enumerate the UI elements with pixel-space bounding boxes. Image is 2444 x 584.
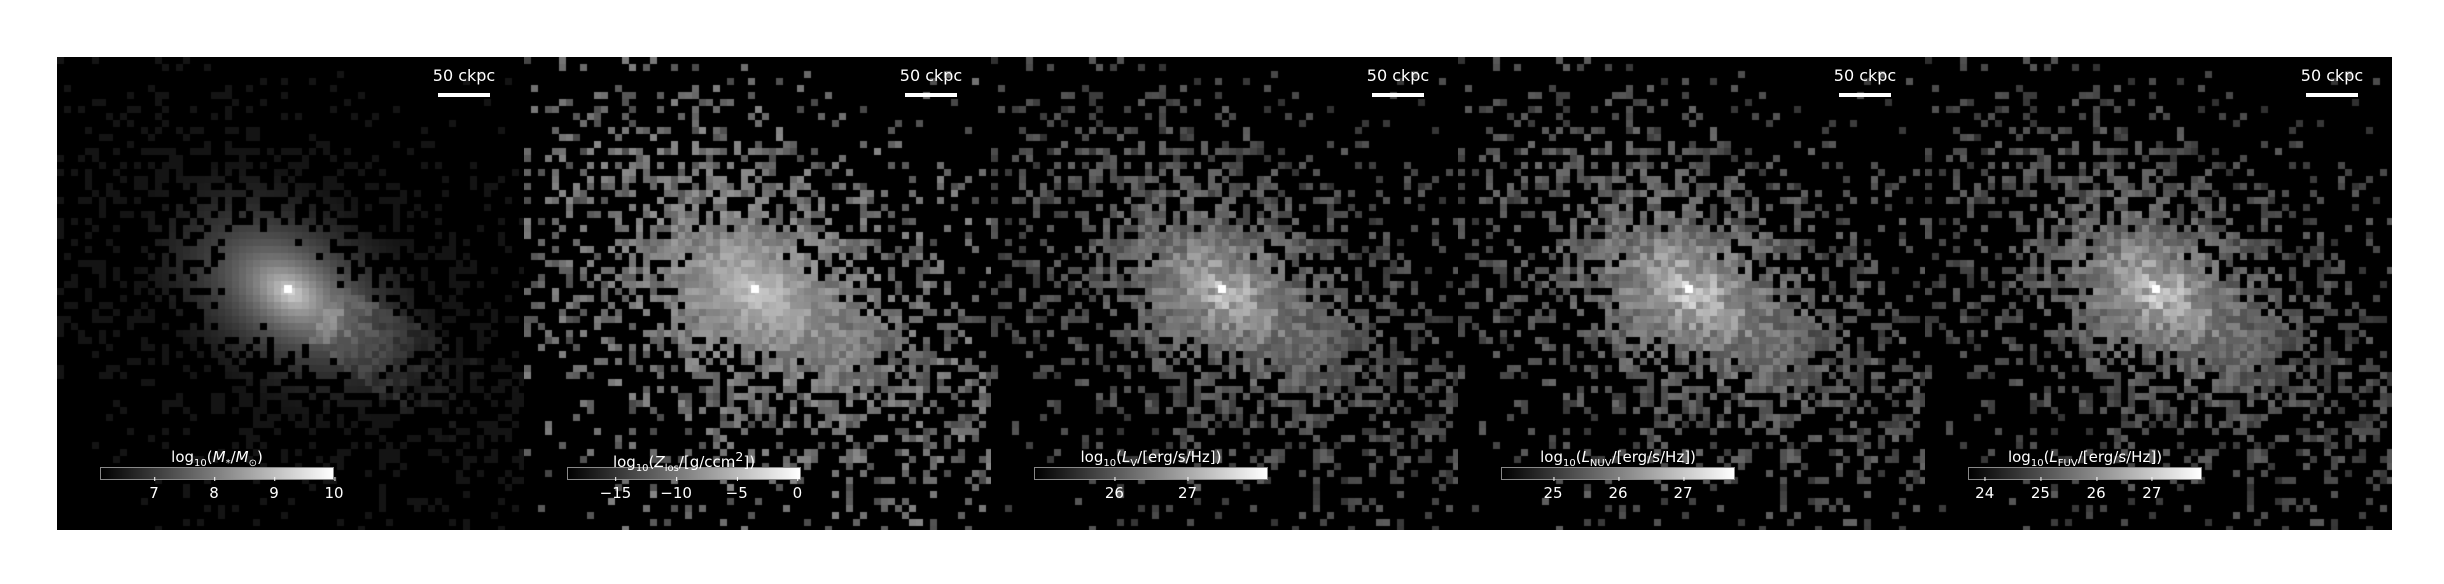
galaxy-image bbox=[1925, 57, 2392, 530]
panel-stellar-mass: 50 ckpc log10(M*/M⊙) 7 8 9 10 bbox=[57, 57, 524, 530]
colorbar-tick: 26 bbox=[1105, 477, 1124, 502]
galaxy-image bbox=[57, 57, 524, 530]
scale-bar: 50 ckpc bbox=[424, 67, 504, 97]
colorbar: log10(LFUV/[erg/s/Hz]) 24 25 26 27 bbox=[1968, 447, 2202, 502]
colorbar-tick: 24 bbox=[1975, 477, 1994, 502]
colorbar-tick: 10 bbox=[324, 477, 344, 502]
figure: 50 ckpc log10(M*/M⊙) 7 8 9 10 50 ckpc log10(Zlo… bbox=[57, 57, 2392, 530]
colorbar-label: log10(M*/M⊙) bbox=[171, 448, 263, 469]
scale-bar: 50 ckpc bbox=[1358, 67, 1438, 97]
panel-fuv-luminosity: 50 ckpc log10(LFUV/[erg/s/Hz]) 24 25 26 27 bbox=[1925, 57, 2392, 530]
colorbar-tick: 26 bbox=[1608, 477, 1628, 502]
colorbar-label: log10(LNUV/[erg/s/Hz]) bbox=[1540, 448, 1696, 469]
colorbar-ticks: −15 −10 −5 0 bbox=[567, 477, 802, 502]
galaxy-image bbox=[991, 57, 1458, 530]
colorbar-label: log10(LFUV/[erg/s/Hz]) bbox=[2007, 448, 2163, 469]
colorbar-ticks: 7 8 9 10 bbox=[100, 477, 344, 502]
scale-bar: 50 ckpc bbox=[2292, 67, 2372, 97]
colorbar-tick: 25 bbox=[1543, 477, 1563, 502]
scale-bar-label: 50 ckpc bbox=[1833, 66, 1897, 85]
colorbar-ticks: 24 25 26 27 bbox=[1968, 477, 2202, 502]
colorbar: log10(LNUV/[erg/s/Hz]) 25 26 27 bbox=[1501, 447, 1735, 502]
colorbar-gradient bbox=[1968, 467, 2202, 480]
scale-bar-line bbox=[1372, 93, 1424, 97]
colorbar-tick: 27 bbox=[1673, 477, 1693, 502]
colorbar-tick: −15 bbox=[600, 477, 631, 502]
colorbar: log10(Zlos/[g/ccm2]) −15 −10 −5 0 bbox=[567, 447, 802, 502]
galaxy-image bbox=[1458, 57, 1925, 530]
scale-bar: 50 ckpc bbox=[1825, 67, 1905, 97]
scale-bar: 50 ckpc bbox=[891, 67, 971, 97]
scale-bar-label: 50 ckpc bbox=[899, 66, 963, 85]
scale-bar-line bbox=[1839, 93, 1891, 97]
colorbar-tick: 27 bbox=[1178, 477, 1197, 502]
colorbar-tick: −10 bbox=[660, 477, 692, 502]
colorbar: log10(LV/[erg/s/Hz]) 26 27 bbox=[1034, 447, 1268, 502]
scale-bar-line bbox=[2306, 93, 2358, 97]
galaxy-image bbox=[524, 57, 991, 530]
colorbar-tick: 26 bbox=[2087, 477, 2106, 502]
colorbar: log10(M*/M⊙) 7 8 9 10 bbox=[100, 447, 344, 502]
panel-nuv-luminosity: 50 ckpc log10(LNUV/[erg/s/Hz]) 25 26 27 bbox=[1458, 57, 1925, 530]
colorbar-tick: −5 bbox=[726, 477, 748, 502]
colorbar-ticks: 25 26 27 bbox=[1501, 477, 1735, 502]
scale-bar-label: 50 ckpc bbox=[2300, 66, 2364, 85]
colorbar-gradient bbox=[1501, 467, 1735, 480]
colorbar-label: log10(Zlos/[g/ccm2]) bbox=[612, 449, 756, 474]
colorbar-ticks: 26 27 bbox=[1034, 477, 1268, 502]
scale-bar-label: 50 ckpc bbox=[1366, 66, 1430, 85]
colorbar-gradient bbox=[1034, 467, 1268, 480]
scale-bar-line bbox=[438, 93, 490, 97]
colorbar-gradient bbox=[100, 467, 334, 480]
scale-bar-line bbox=[905, 93, 957, 97]
colorbar-tick: 8 bbox=[209, 477, 219, 502]
panel-v-band-luminosity: 50 ckpc log10(LV/[erg/s/Hz]) 26 27 bbox=[991, 57, 1458, 530]
colorbar-label: log10(LV/[erg/s/Hz]) bbox=[1080, 448, 1222, 469]
colorbar-tick: 27 bbox=[2142, 477, 2161, 502]
colorbar-tick: 0 bbox=[793, 477, 802, 502]
colorbar-tick: 25 bbox=[2031, 477, 2050, 502]
colorbar-gradient bbox=[567, 467, 801, 480]
panel-metal-column: 50 ckpc log10(Zlos/[g/ccm2]) −15 −10 −5 0 bbox=[524, 57, 991, 530]
colorbar-tick: 7 bbox=[149, 477, 159, 502]
scale-bar-label: 50 ckpc bbox=[432, 66, 496, 85]
colorbar-tick: 9 bbox=[269, 477, 279, 502]
